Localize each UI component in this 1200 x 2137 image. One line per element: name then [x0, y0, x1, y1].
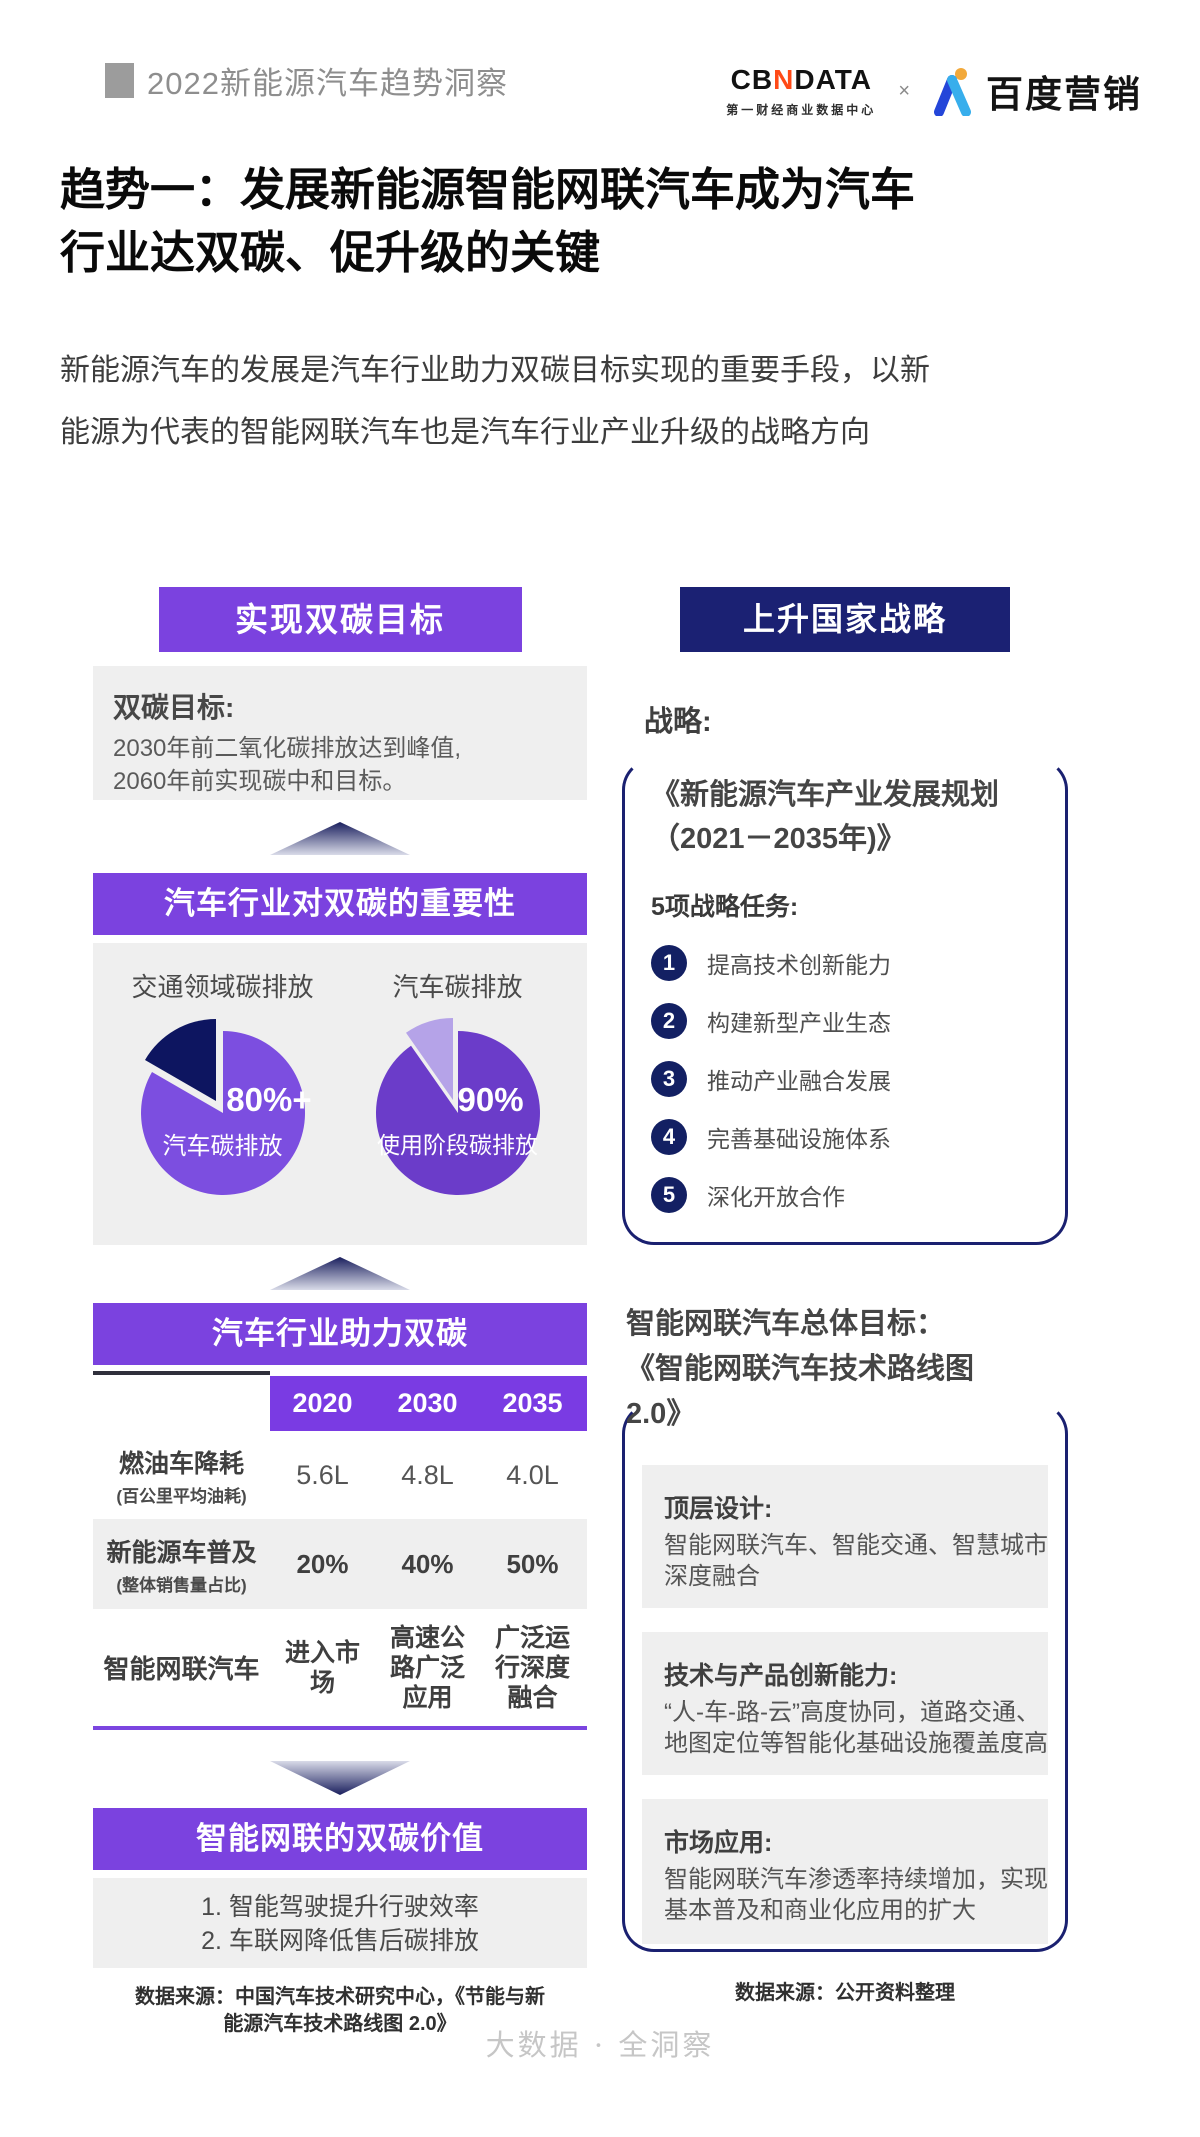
logo-group: CBNDATA 第一财经商业数据中心 × 百度营销 — [726, 58, 1142, 118]
doc-title: 2022新能源汽车趋势洞察 — [147, 66, 508, 101]
task-item: 1 提高技术创新能力 — [651, 945, 1065, 981]
pie-title: 交通领域碳排放 — [131, 972, 314, 1002]
table-header-row: 2020 2030 2035 — [93, 1371, 587, 1431]
doc-label: 2022新能源汽车趋势洞察 — [105, 58, 508, 103]
pie-auto: 汽车碳排放 90% 使用阶段碳排放 — [350, 967, 565, 1208]
task-item: 2 构建新型产业生态 — [651, 1003, 1065, 1039]
card-heading: 顶层设计: — [664, 1495, 773, 1523]
banner-roadmap: 汽车行业助力双碳 — [93, 1303, 587, 1365]
strategy-label: 战略: — [644, 706, 712, 738]
task-text: 推动产业融合发展 — [707, 1068, 891, 1094]
cell-value: 20% — [296, 1548, 349, 1579]
right-column: 上升国家战略 战略: 《新能源汽车产业发展规划 （2021－2035年)》 5项… — [622, 587, 1068, 2038]
tasks-heading: 5项战略任务: — [651, 893, 799, 921]
roadmap-card: 技术与产品创新能力: “人-车-路-云”高度协同，道路交通、 地图定位等智能化基… — [642, 1632, 1048, 1775]
page-header: 2022新能源汽车趋势洞察 CBNDATA 第一财经商业数据中心 × 百度营销 — [105, 58, 1142, 118]
banner-national-strategy: 上升国家战略 — [680, 587, 1010, 652]
dual-carbon-goal-box: 双碳目标: 2030年前二氧化碳排放达到峰值, 2060年前实现碳中和目标。 — [93, 666, 587, 800]
source-note-left: 数据来源：中国汽车技术研究中心，《节能与新 能源汽车技术路线图 2.0》 — [135, 1986, 545, 2035]
roadmap-table: 2020 2030 2035 燃油车降耗 (百公里平均油耗) 5.6L 4.8L… — [93, 1371, 587, 1730]
task-number-badge: 3 — [651, 1061, 687, 1097]
card-heading: 市场应用: — [664, 1829, 773, 1857]
goal-body: 2030年前二氧化碳排放达到峰值, 2060年前实现碳中和目标。 — [113, 735, 462, 795]
pie-caption: 使用阶段碳排放 — [377, 1132, 538, 1159]
cell-value: 进入市 场 — [284, 1638, 360, 1697]
baidu-icon — [934, 68, 971, 116]
card-heading: 技术与产品创新能力: — [664, 1662, 898, 1690]
cbn-n: N — [773, 64, 795, 95]
row-sublabel: (整体销售量占比) — [116, 1575, 247, 1595]
pie-charts-box: 交通领域碳排放 80%+ 汽车碳排放 — [93, 943, 587, 1245]
table-row: 燃油车降耗 (百公里平均油耗) 5.6L 4.8L 4.0L — [93, 1431, 587, 1519]
pie-title: 汽车碳排放 — [392, 972, 523, 1002]
icv-goal-heading: 智能网联汽车总体目标： 《智能网联汽车技术路线图 2.0》 — [626, 1308, 975, 1430]
arrow-down-icon — [93, 1761, 587, 1800]
task-text: 提高技术创新能力 — [707, 952, 891, 978]
card-body: 智能网联汽车、智能交通、智慧城市 深度融合 — [664, 1532, 1048, 1590]
task-number-badge: 5 — [651, 1177, 687, 1213]
year-header: 2020 — [292, 1388, 353, 1418]
task-number-badge: 2 — [651, 1003, 687, 1039]
banner-importance: 汽车行业对双碳的重要性 — [93, 873, 587, 935]
cell-value: 5.6L — [296, 1459, 349, 1490]
source-note-right: 数据来源：公开资料整理 — [735, 1982, 955, 2004]
cbndata-caption: 第一财经商业数据中心 — [726, 103, 877, 117]
banner-dual-carbon-goal: 实现双碳目标 — [158, 587, 522, 652]
roadmap-card: 市场应用: 智能网联汽车渗透率持续增加，实现 基本普及和商业化应用的扩大 — [642, 1799, 1048, 1944]
cbndata-logo: CBNDATA 第一财经商业数据中心 — [726, 64, 876, 118]
footer-slogan: 大数据 · 全洞察 — [485, 2028, 715, 2062]
plan-title: 《新能源汽车产业发展规划 （2021－2035年)》 — [651, 779, 1000, 855]
cell-value: 4.8L — [401, 1459, 454, 1490]
task-item: 3 推动产业融合发展 — [651, 1061, 1065, 1097]
cell-value: 4.0L — [506, 1459, 559, 1490]
arrow-up-icon — [93, 1257, 587, 1295]
pie-chart-1 — [140, 1019, 305, 1195]
pie-chart-2 — [375, 1018, 540, 1195]
baidu-label: 百度营销 — [986, 74, 1142, 115]
table-header-spacer — [93, 1371, 270, 1431]
cell-value: 50% — [506, 1548, 559, 1579]
pie-caption: 汽车碳排放 — [162, 1133, 283, 1161]
section-marker — [105, 63, 134, 98]
card-body: 智能网联汽车渗透率持续增加，实现 基本普及和商业化应用的扩大 — [664, 1866, 1048, 1924]
roadmap-card: 顶层设计: 智能网联汽车、智能交通、智慧城市 深度融合 — [642, 1465, 1048, 1608]
cell-value: 高速公 路广泛 应用 — [389, 1623, 465, 1712]
row-sublabel: (百公里平均油耗) — [116, 1486, 247, 1506]
table-row: 智能网联汽车 进入市 场 高速公 路广泛 应用 广泛运 行深度 融合 — [93, 1609, 587, 1726]
year-header: 2030 — [397, 1388, 458, 1418]
task-item: 5 深化开放合作 — [651, 1177, 1065, 1213]
strategy-plan-box: 《新能源汽车产业发展规划 （2021－2035年)》 5项战略任务: 1 提高技… — [622, 758, 1068, 1245]
goal-heading: 双碳目标: — [113, 692, 235, 723]
table-row: 新能源车普及 (整体销售量占比) 20% 40% 50% — [93, 1519, 587, 1609]
card-body: “人-车-路-云”高度协同，道路交通、 地图定位等智能化基础设施覆盖度高 — [664, 1699, 1048, 1757]
row-label: 新能源车普及 — [106, 1538, 257, 1567]
pie-value: 90% — [457, 1080, 524, 1118]
year-header: 2035 — [502, 1388, 563, 1418]
arrow-up-icon — [93, 822, 587, 860]
intro-paragraph: 新能源汽车的发展是汽车行业助力双碳目标实现的重要手段，以新 能源为代表的智能网联… — [60, 354, 930, 449]
collab-x-icon: × — [898, 79, 910, 102]
cell-value: 广泛运 行深度 融合 — [494, 1623, 570, 1712]
task-item: 4 完善基础设施体系 — [651, 1119, 1065, 1155]
page-title: 趋势一：发展新能源智能网联汽车成为汽车 行业达双碳、促升级的关键 — [60, 164, 916, 278]
two-column-layout: 实现双碳目标 双碳目标: 2030年前二氧化碳排放达到峰值, 2060年前实现碳… — [93, 587, 1068, 2038]
icv-roadmap-box: 顶层设计: 智能网联汽车、智能交通、智慧城市 深度融合 技术与产品创新能力: “… — [622, 1402, 1068, 1952]
task-text: 完善基础设施体系 — [707, 1126, 891, 1152]
task-text: 深化开放合作 — [707, 1184, 845, 1210]
row-label: 燃油车降耗 — [118, 1449, 244, 1478]
banner-icv-value: 智能网联的双碳价值 — [93, 1808, 587, 1870]
task-number-badge: 4 — [651, 1119, 687, 1155]
left-column: 实现双碳目标 双碳目标: 2030年前二氧化碳排放达到峰值, 2060年前实现碳… — [93, 587, 587, 2038]
icv-value-box: 1. 智能驾驶提升行驶效率 2. 车联网降低售后碳排放 — [93, 1878, 587, 1968]
cbn-data: DATA — [794, 64, 872, 95]
pie-value: 80%+ — [226, 1080, 312, 1118]
cbn-cb: CB — [730, 64, 774, 95]
baidu-logo: 百度营销 — [932, 64, 1142, 118]
task-number-badge: 1 — [651, 945, 687, 981]
task-text: 构建新型产业生态 — [707, 1010, 891, 1036]
row-label: 智能网联汽车 — [103, 1654, 260, 1684]
pie-transport: 交通领域碳排放 80%+ 汽车碳排放 — [115, 967, 330, 1208]
cell-value: 40% — [401, 1548, 454, 1579]
